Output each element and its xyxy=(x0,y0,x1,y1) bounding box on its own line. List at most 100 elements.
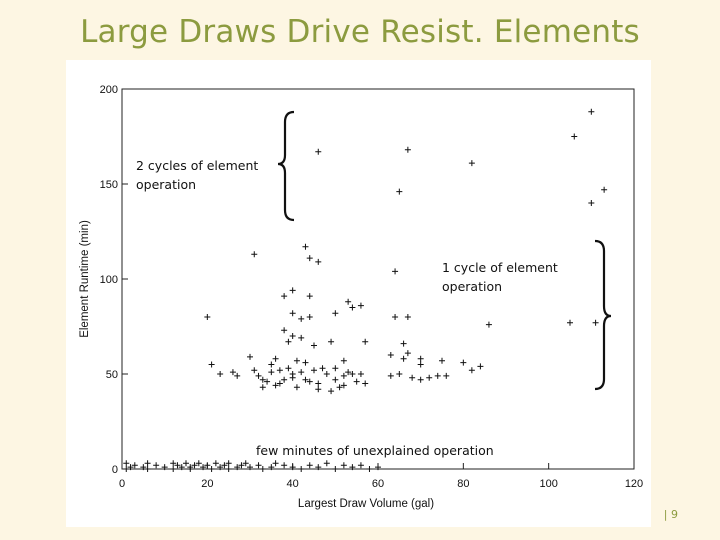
data-point xyxy=(332,365,339,372)
data-point xyxy=(131,462,138,469)
data-point xyxy=(144,460,151,467)
data-point xyxy=(404,146,411,153)
data-point xyxy=(285,365,292,372)
data-point xyxy=(311,367,317,374)
data-point xyxy=(259,466,266,472)
data-point xyxy=(340,357,347,364)
data-point xyxy=(272,382,279,389)
x-tick-label: 100 xyxy=(539,478,557,490)
data-point xyxy=(276,380,283,387)
data-point xyxy=(357,462,364,469)
data-point xyxy=(460,359,467,366)
data-point xyxy=(592,319,599,326)
data-point xyxy=(217,464,224,471)
y-tick-label: 50 xyxy=(106,369,118,381)
data-point xyxy=(268,464,275,471)
data-point xyxy=(144,466,151,472)
data-point xyxy=(200,464,207,471)
data-point xyxy=(306,255,313,262)
page-number: | 9 xyxy=(663,508,678,521)
data-point xyxy=(204,462,211,469)
data-point xyxy=(588,200,595,206)
data-point xyxy=(306,314,313,320)
data-point xyxy=(191,462,198,469)
data-point xyxy=(340,462,347,469)
data-point xyxy=(396,188,403,195)
data-point xyxy=(306,293,313,300)
data-point xyxy=(306,462,313,469)
data-point xyxy=(174,462,181,469)
data-point xyxy=(468,160,475,167)
data-point xyxy=(217,371,224,377)
data-point xyxy=(366,466,373,472)
data-point xyxy=(153,462,160,469)
data-point xyxy=(285,338,292,345)
data-point xyxy=(396,371,403,377)
x-tick-label: 20 xyxy=(201,478,213,490)
annotation-2-cycles-line-2: operation xyxy=(136,177,196,192)
chart-panel: 0 20 40 60 80 100 120 0 50 100 150 200 Element Runt… xyxy=(66,60,651,527)
x-tick-label: 40 xyxy=(287,478,299,490)
data-point xyxy=(336,384,343,391)
data-point xyxy=(362,338,369,345)
data-point xyxy=(443,372,450,379)
data-point xyxy=(140,464,147,471)
data-point xyxy=(567,319,573,326)
data-point xyxy=(238,462,245,469)
x-tick-label: 120 xyxy=(625,478,643,490)
slide-title: Large Draws Drive Resist. Elements xyxy=(80,14,640,50)
data-point xyxy=(340,382,347,389)
annotation-1-cycle-line-1: 1 cycle of element xyxy=(442,260,558,275)
data-point xyxy=(268,369,275,376)
data-point xyxy=(332,310,339,317)
data-point xyxy=(323,460,330,467)
data-point xyxy=(229,369,236,376)
y-axis-label: Element Runtime (min) xyxy=(79,220,91,338)
data-point xyxy=(234,464,241,471)
data-point xyxy=(251,367,258,374)
data-point xyxy=(272,460,279,467)
data-point xyxy=(289,310,296,317)
data-point xyxy=(362,380,369,387)
data-point xyxy=(298,334,305,341)
data-point xyxy=(123,466,130,472)
plot-frame xyxy=(121,88,635,470)
ticks-layer: 0 20 40 60 80 100 120 0 50 100 150 200 xyxy=(100,84,644,490)
data-point xyxy=(212,460,219,467)
data-point xyxy=(225,466,232,472)
data-point xyxy=(242,460,249,467)
data-point xyxy=(601,186,608,193)
data-point xyxy=(400,340,407,347)
data-point xyxy=(268,361,275,368)
data-point xyxy=(183,460,189,467)
data-point xyxy=(477,363,484,370)
x-tick-label: 0 xyxy=(119,478,125,490)
data-point xyxy=(375,464,381,471)
data-point xyxy=(387,352,394,358)
data-point xyxy=(225,460,232,467)
data-point xyxy=(298,466,305,472)
x-axis-label: Largest Draw Volume (gal) xyxy=(298,498,434,510)
data-point xyxy=(170,460,177,467)
data-point xyxy=(123,460,130,467)
data-point xyxy=(247,464,253,471)
data-point xyxy=(178,464,185,471)
data-point xyxy=(468,367,475,374)
data-point xyxy=(323,371,330,377)
data-point xyxy=(387,372,394,379)
data-point xyxy=(293,357,300,364)
data-point xyxy=(319,365,326,372)
data-point xyxy=(357,302,364,309)
data-point xyxy=(353,378,360,385)
data-point xyxy=(272,355,279,362)
data-point xyxy=(409,374,416,381)
data-point xyxy=(161,464,168,471)
data-point xyxy=(195,460,202,467)
data-point xyxy=(588,108,595,115)
points-layer xyxy=(123,108,608,472)
annotation-2-cycles-line-1: 2 cycles of element xyxy=(136,158,258,173)
data-point xyxy=(276,367,283,374)
data-point xyxy=(426,374,433,381)
data-point xyxy=(315,464,322,471)
data-point xyxy=(221,462,228,469)
